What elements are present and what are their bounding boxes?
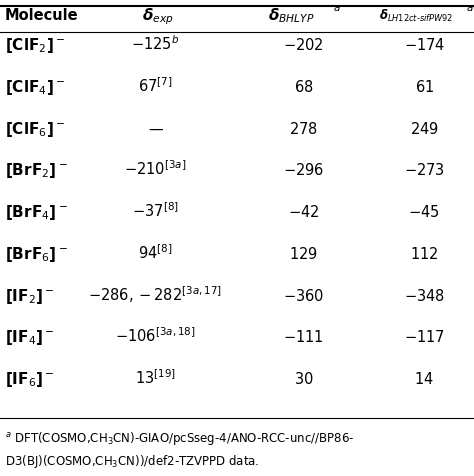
Text: $^a$ DFT(COSMO,CH$_3$CN)-GIAO/pcSseg-4/ANO-RCC-unc//BP86-: $^a$ DFT(COSMO,CH$_3$CN)-GIAO/pcSseg-4/A… [5, 429, 354, 446]
Text: $-111$: $-111$ [283, 328, 324, 345]
Text: $112$: $112$ [410, 245, 438, 261]
Text: [ClF$_6$]$^-$: [ClF$_6$]$^-$ [5, 119, 65, 138]
Text: [IF$_4$]$^-$: [IF$_4$]$^-$ [5, 327, 54, 347]
Text: [IF$_6$]$^-$: [IF$_6$]$^-$ [5, 369, 54, 388]
Text: $67^{[7]}$: $67^{[7]}$ [138, 76, 173, 95]
Text: $-174$: $-174$ [403, 37, 445, 53]
Text: [BrF$_2$]$^-$: [BrF$_2$]$^-$ [5, 161, 68, 180]
Text: $278$: $278$ [289, 120, 318, 136]
Text: $-202$: $-202$ [283, 37, 324, 53]
Text: $-360$: $-360$ [283, 287, 324, 303]
Text: $\boldsymbol{\delta}_{BHLYP}$: $\boldsymbol{\delta}_{BHLYP}$ [268, 6, 315, 25]
Text: $94^{[8]}$: $94^{[8]}$ [138, 243, 173, 261]
Text: $a$: $a$ [466, 3, 474, 13]
Text: $249$: $249$ [410, 120, 438, 136]
Text: $\boldsymbol{\delta}_{exp}$: $\boldsymbol{\delta}_{exp}$ [142, 6, 174, 27]
Text: $61$: $61$ [415, 79, 434, 95]
Text: $-286,-282^{[3a,17]}$: $-286,-282^{[3a,17]}$ [88, 283, 222, 304]
Text: $68$: $68$ [293, 79, 313, 95]
Text: —: — [148, 121, 163, 136]
Text: $-210^{[3a]}$: $-210^{[3a]}$ [124, 159, 186, 178]
Text: $14$: $14$ [414, 370, 434, 386]
Text: $30$: $30$ [293, 370, 313, 386]
Text: $-37^{[8]}$: $-37^{[8]}$ [132, 201, 179, 219]
Text: [ClF$_4$]$^-$: [ClF$_4$]$^-$ [5, 78, 65, 97]
Text: [BrF$_6$]$^-$: [BrF$_6$]$^-$ [5, 244, 68, 263]
Text: $-125^b$: $-125^b$ [131, 34, 179, 53]
Text: $-42$: $-42$ [288, 204, 319, 219]
Text: $-348$: $-348$ [404, 287, 445, 303]
Text: $a$: $a$ [333, 3, 341, 13]
Text: $13^{[19]}$: $13^{[19]}$ [135, 367, 176, 386]
Text: $\boldsymbol{\delta}_{LH12ct\text{-}sifPW92}$: $\boldsymbol{\delta}_{LH12ct\text{-}sifP… [379, 8, 454, 24]
Text: $-296$: $-296$ [283, 162, 324, 178]
Text: [BrF$_4$]$^-$: [BrF$_4$]$^-$ [5, 203, 68, 221]
Text: $-273$: $-273$ [404, 162, 445, 178]
Text: [IF$_2$]$^-$: [IF$_2$]$^-$ [5, 286, 54, 305]
Text: [ClF$_2$]$^-$: [ClF$_2$]$^-$ [5, 36, 65, 55]
Text: $-45$: $-45$ [409, 204, 440, 219]
Text: $^b$ This work.: $^b$ This work. [5, 475, 75, 476]
Text: $-117$: $-117$ [404, 328, 445, 345]
Text: Molecule: Molecule [5, 8, 78, 23]
Text: $-106^{[3a,18]}$: $-106^{[3a,18]}$ [115, 326, 196, 345]
Text: $129$: $129$ [289, 245, 318, 261]
Text: D3(BJ)(COSMO,CH$_3$CN))/def2-TZVPPD data.: D3(BJ)(COSMO,CH$_3$CN))/def2-TZVPPD data… [5, 452, 259, 469]
